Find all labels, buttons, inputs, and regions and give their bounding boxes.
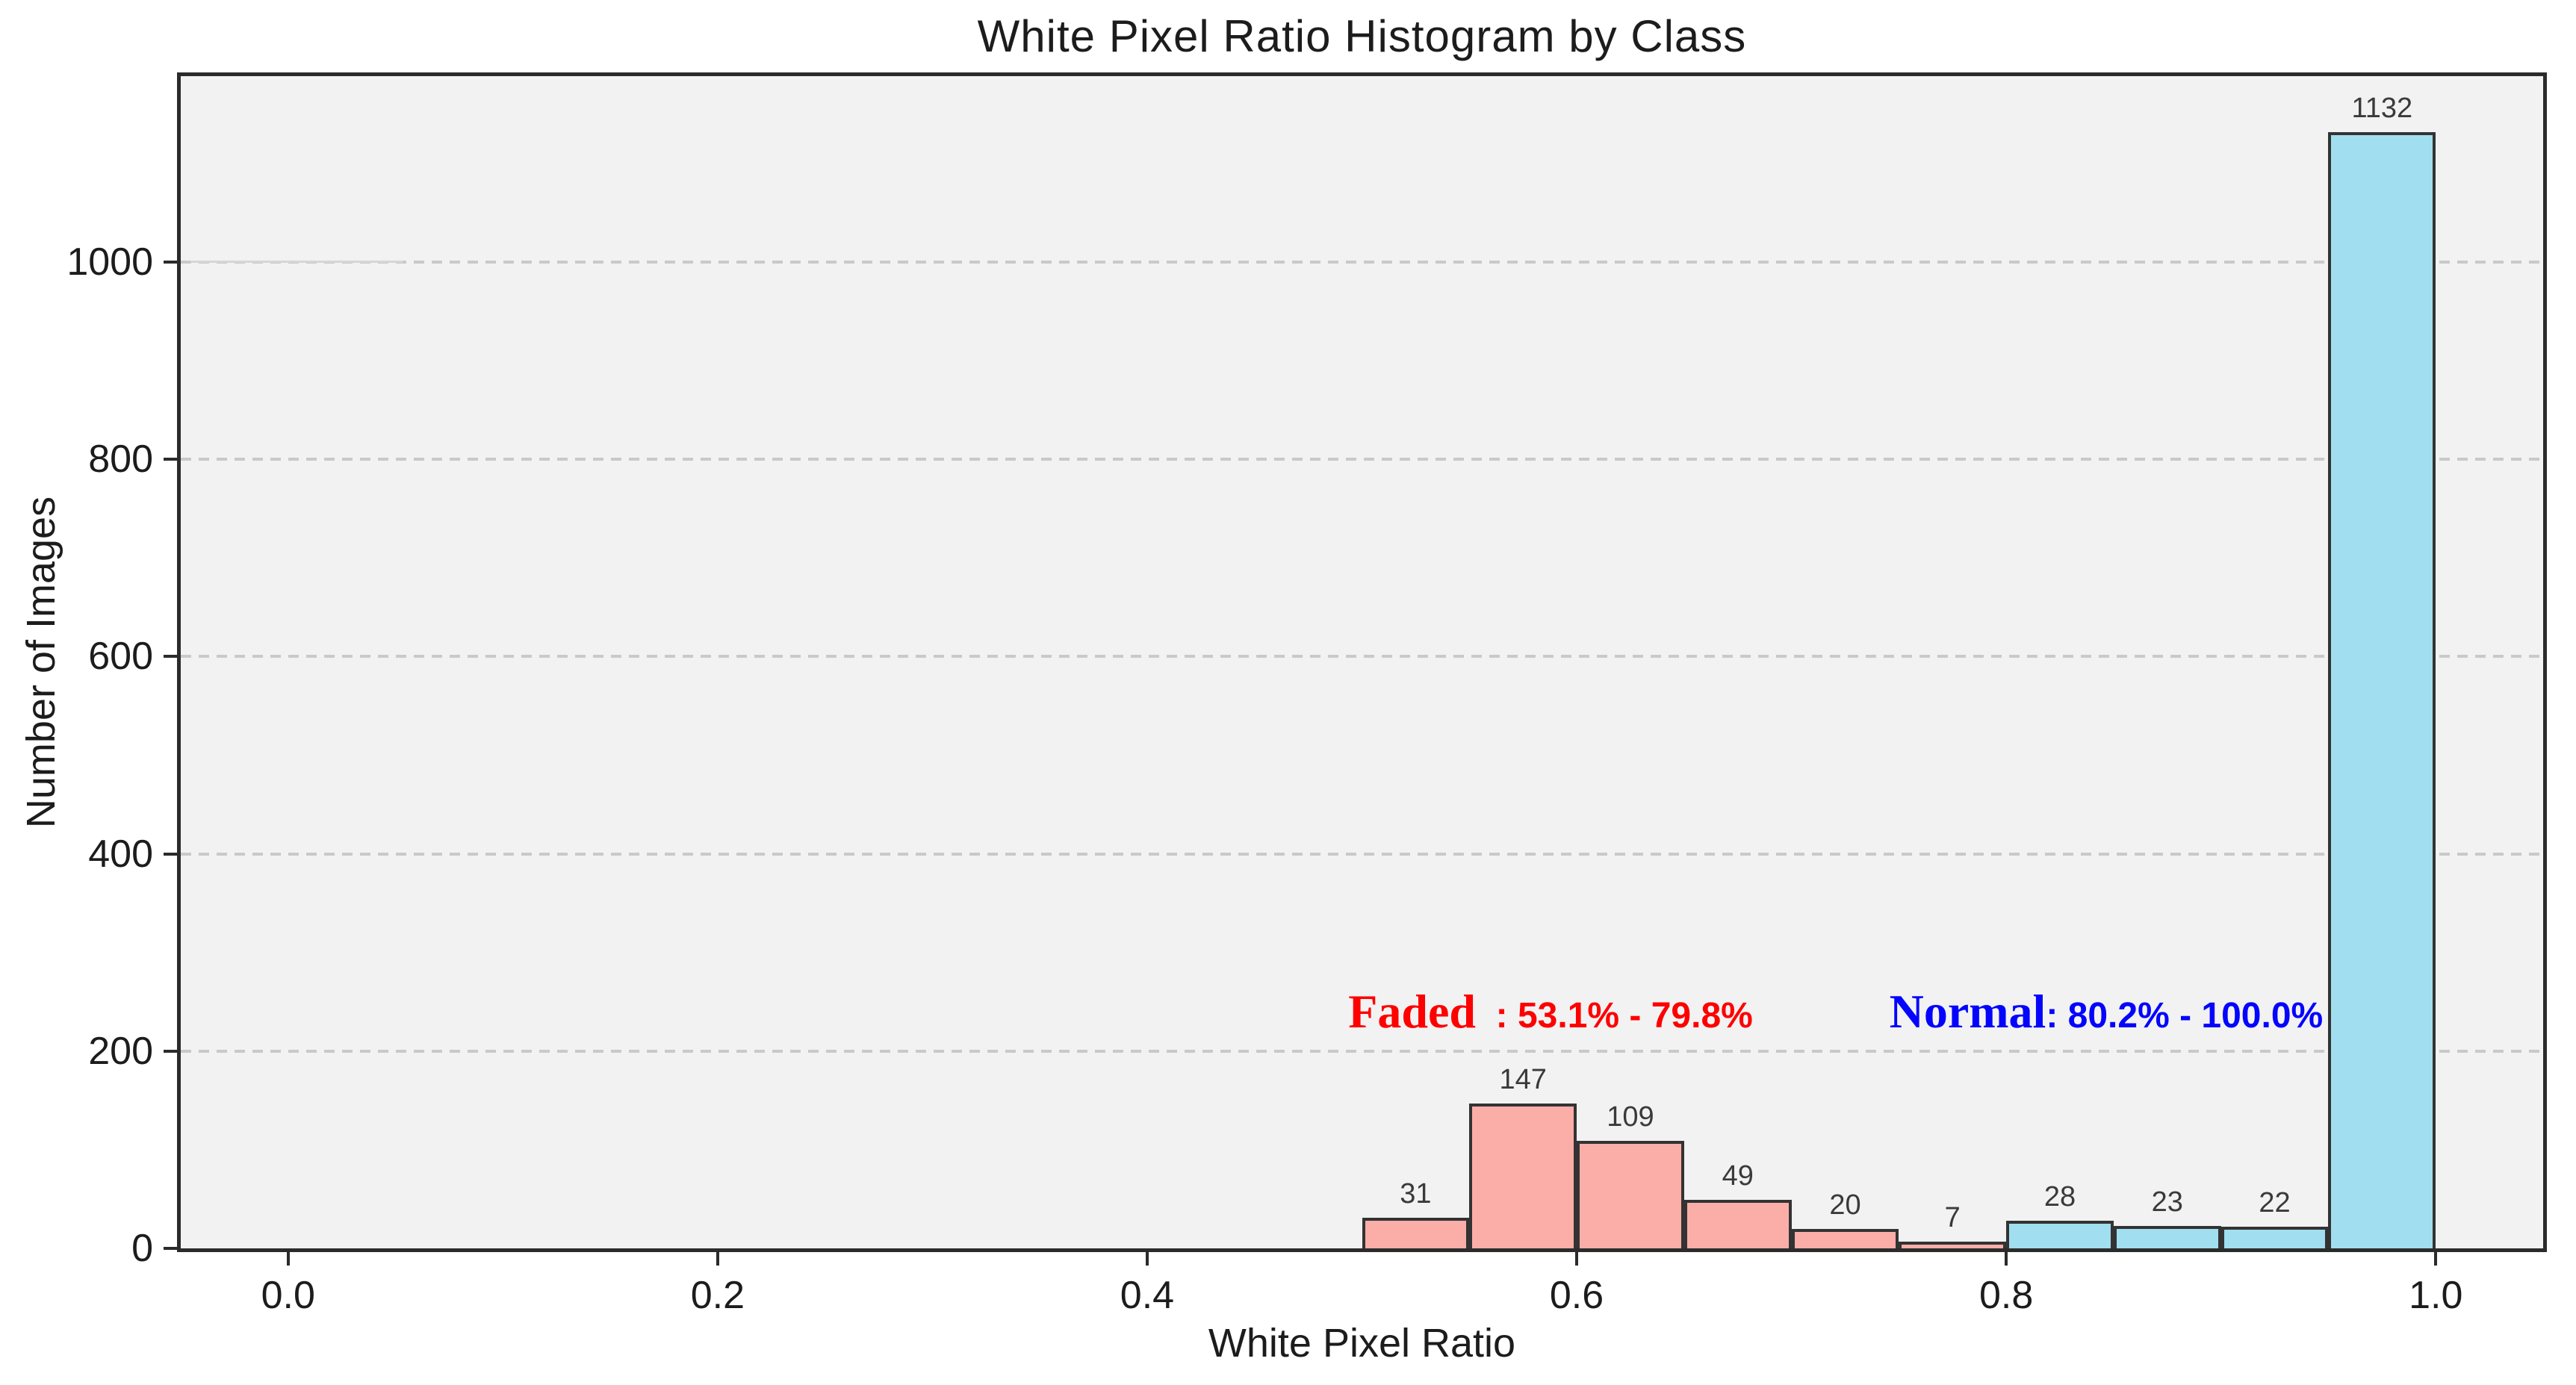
y-tick-mark	[164, 1049, 177, 1053]
annotation-normal-range: : 80.2% - 100.0%	[2046, 995, 2324, 1036]
annotation-faded: Faded : 53.1% - 79.8%	[1322, 971, 1753, 1053]
bar-value-label: 109	[1607, 1101, 1654, 1133]
bar-value-label: 20	[1829, 1189, 1861, 1221]
y-tick-mark	[164, 261, 177, 264]
x-tick-mark	[286, 1252, 290, 1266]
histogram-bar-normal	[2220, 1226, 2329, 1248]
gridline-y-800	[181, 458, 2543, 461]
bar-value-label: 23	[2151, 1186, 2183, 1218]
y-tick-label: 600	[88, 635, 153, 679]
chart-title: White Pixel Ratio Histogram by Class	[977, 11, 1747, 61]
gridline-y-1000	[181, 261, 2543, 264]
x-tick-label: 0.4	[1120, 1274, 1175, 1317]
x-tick-mark	[1575, 1252, 1579, 1266]
y-tick-label: 1000	[66, 240, 153, 284]
x-tick-mark	[716, 1252, 719, 1266]
bar-value-label: 31	[1400, 1178, 1432, 1210]
bar-value-label: 7	[1944, 1201, 1961, 1233]
x-axis-label: White Pixel Ratio	[1208, 1321, 1516, 1366]
annotation-normal: Normal: 80.2% - 100.0%	[1863, 971, 2324, 1053]
x-tick-label: 0.8	[1978, 1274, 2034, 1317]
x-tick-label: 0.6	[1549, 1274, 1604, 1317]
x-tick-mark	[1145, 1252, 1149, 1266]
y-tick-mark	[164, 655, 177, 659]
x-tick-label: 0.2	[690, 1274, 745, 1317]
y-axis: 0 200 400 600 800 1000	[0, 76, 177, 1270]
y-tick-mark	[164, 458, 177, 461]
gridline-solid-segment	[190, 261, 403, 264]
annotation-faded-label: Faded	[1348, 984, 1476, 1038]
histogram-bar-faded	[1362, 1218, 1470, 1248]
y-tick-label: 0	[131, 1227, 153, 1270]
histogram-bar-faded	[1683, 1200, 1792, 1248]
y-tick-mark	[164, 1247, 177, 1250]
y-tick-label: 400	[88, 832, 153, 876]
bar-value-label: 22	[2259, 1186, 2291, 1219]
x-tick-mark	[2434, 1252, 2438, 1266]
y-tick-label: 200	[88, 1029, 153, 1073]
x-tick-mark	[2005, 1252, 2008, 1266]
x-tick-label: 1.0	[2409, 1274, 2463, 1317]
histogram-bar-faded	[1791, 1228, 1899, 1248]
plot-inner: Faded : 53.1% - 79.8% Normal: 80.2% - 10…	[181, 76, 2543, 1248]
histogram-bar-normal	[2006, 1221, 2114, 1248]
histogram-bar-normal	[2328, 131, 2436, 1248]
plot-area: Faded : 53.1% - 79.8% Normal: 80.2% - 10…	[177, 72, 2547, 1252]
bar-value-label: 28	[2043, 1181, 2076, 1213]
x-axis: 0.0 0.2 0.4 0.6 0.8 1.0	[181, 1252, 2543, 1349]
histogram-bar-faded	[1577, 1141, 1684, 1248]
bar-value-label: 1132	[2351, 92, 2413, 124]
annotation-normal-label: Normal	[1889, 984, 2046, 1038]
x-tick-label: 0.0	[261, 1274, 315, 1317]
histogram-bar-faded	[1899, 1241, 2007, 1248]
histogram-bar-faded	[1469, 1103, 1577, 1248]
y-tick-mark	[164, 852, 177, 856]
annotation-faded-range: : 53.1% - 79.8%	[1475, 995, 1753, 1036]
bar-value-label: 147	[1499, 1063, 1547, 1095]
y-axis-label: Number of Images	[19, 496, 63, 829]
gridline-y-200	[181, 1049, 2543, 1053]
histogram-bar-normal	[2113, 1225, 2221, 1248]
gridline-y-400	[181, 852, 2543, 856]
y-tick-label: 800	[88, 438, 153, 482]
gridline-y-600	[181, 655, 2543, 659]
bar-value-label: 49	[1722, 1160, 1754, 1192]
